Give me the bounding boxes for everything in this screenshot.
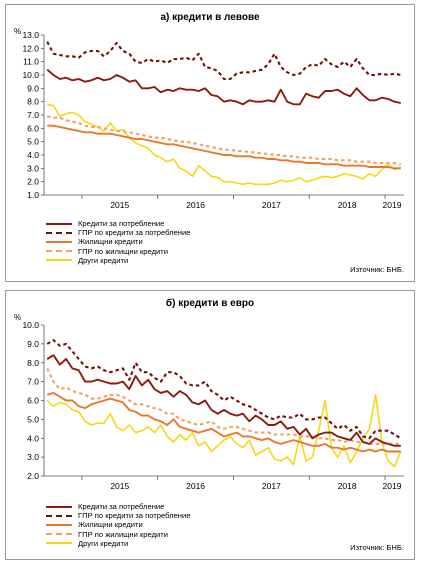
- legend: Кредити за потребление ГПР по кредити за…: [46, 219, 190, 265]
- y-tick-label: 11.0: [23, 57, 39, 67]
- legend-item-consumer: Кредити за потребление: [46, 219, 190, 228]
- y-tick-label: 4.0: [27, 150, 39, 160]
- chart-title: а) кредити в левове: [160, 12, 260, 23]
- y-tick-label: 7.0: [27, 377, 39, 387]
- series-line-other: [47, 103, 402, 186]
- legend-swatch: [46, 542, 72, 545]
- y-tick-label: 2.0: [27, 471, 39, 481]
- y-tick-label: 10.0: [22, 70, 39, 80]
- legend-swatch: [46, 505, 72, 508]
- line-chart-euro: 2.0 3.0 4.0 5.0 6.0 7.0 8.0 9.0 10.0 2015 2016 2017…: [22, 320, 404, 491]
- x-tick-label: 2016: [186, 200, 205, 210]
- y-tick-label: 13.0: [22, 30, 39, 40]
- legend-item-housing: Жилищни кредити: [46, 520, 190, 529]
- legend-label: Жилищни кредити: [78, 237, 143, 247]
- y-tick-label: 8.0: [27, 358, 39, 368]
- y-tick-label: 9.0: [27, 83, 39, 93]
- legend-swatch: [46, 524, 72, 526]
- legend-item-consumer-apr: ГПР по кредити за потребление: [46, 228, 190, 237]
- legend-swatch: [46, 250, 72, 253]
- legend-swatch: [46, 533, 72, 536]
- line-chart-leva: 1.0 2.0 3.0 4.0 5.0 6.0 7.0 8.0 9.0 10.0 11.0 12.0 1…: [22, 30, 404, 210]
- series-line-consumer-apr: [46, 339, 402, 440]
- x-tick-label: 2018: [338, 481, 357, 491]
- legend-swatch: [46, 222, 72, 225]
- legend-label: Други кредити: [78, 538, 129, 548]
- legend-item-consumer: Кредити за потребление: [46, 502, 190, 511]
- legend-label: ГПР по кредити за потребление: [78, 511, 191, 521]
- series-line-housing-apr: [46, 115, 402, 166]
- legend-label: Кредити за потребление: [78, 502, 165, 511]
- y-tick-label: 5.0: [27, 137, 39, 147]
- legend-item-other: Други кредити: [46, 539, 190, 548]
- legend-swatch: [46, 231, 72, 234]
- series-line-consumer-apr: [46, 41, 402, 81]
- chart-panel-leva: а) кредити в левове % 1.0 2.0 3.0 4.0 5.0 6.0…: [5, 4, 415, 282]
- chart-title: б) кредити в евро: [165, 298, 255, 309]
- y-tick-label: 3.0: [27, 452, 39, 462]
- legend-label: ГПР по жилищни кредити: [78, 529, 168, 539]
- y-tick-label: 10.0: [22, 320, 39, 330]
- y-tick-label: 4.0: [27, 433, 39, 443]
- series-line-other: [46, 394, 402, 468]
- series-line-housing-apr: [46, 367, 401, 445]
- y-tick-label: 9.0: [27, 339, 39, 349]
- legend-label: ГПР по жилищни кредити: [78, 246, 168, 256]
- x-tick-label: 2015: [110, 481, 129, 491]
- y-tick-label: 12.0: [22, 43, 39, 53]
- x-tick-label: 2019: [383, 200, 402, 210]
- legend-swatch: [46, 514, 72, 517]
- x-tick-label: 2017: [262, 481, 281, 491]
- source-note: Източник: БНБ.: [350, 265, 404, 274]
- y-tick-label: 7.0: [27, 110, 39, 120]
- chart-panel-euro: б) кредити в евро % 2.0 3.0 4.0 5.0 6.0 7.0 8.…: [5, 290, 415, 560]
- y-tick-label: 1.0: [27, 190, 39, 200]
- y-unit-label: %: [14, 313, 22, 322]
- legend-label: Кредити за потребление: [78, 219, 165, 228]
- legend-item-housing: Жилищни кредити: [46, 237, 190, 246]
- x-tick-label: 2019: [383, 481, 402, 491]
- legend-item-other: Други кредити: [46, 256, 190, 265]
- y-tick-label: 2.0: [27, 177, 39, 187]
- legend-swatch: [46, 241, 72, 243]
- y-tick-label: 6.0: [27, 396, 39, 406]
- y-tick-label: 3.0: [27, 163, 39, 173]
- legend-label: ГПР по кредити за потребление: [78, 228, 191, 238]
- source-note: Източник: БНБ.: [350, 543, 404, 552]
- legend-item-housing-apr: ГПР по жилищни кредити: [46, 247, 190, 256]
- legend-label: Други кредити: [78, 255, 129, 265]
- y-tick-label: 5.0: [27, 414, 39, 424]
- x-tick-label: 2018: [338, 200, 357, 210]
- x-tick-label: 2016: [186, 481, 205, 491]
- series-line-housing: [46, 391, 401, 453]
- y-tick-label: 8.0: [27, 97, 39, 107]
- y-unit-label: %: [14, 27, 22, 36]
- x-tick-label: 2015: [110, 200, 129, 210]
- series-line-housing: [47, 124, 401, 170]
- series-line-consumer: [46, 68, 401, 106]
- x-tick-label: 2017: [262, 200, 281, 210]
- legend-item-housing-apr: ГПР по жилищни кредити: [46, 530, 190, 539]
- legend: Кредити за потребление ГПР по кредити за…: [46, 502, 190, 548]
- y-tick-label: 6.0: [27, 123, 39, 133]
- series-line-consumer: [46, 354, 401, 447]
- legend-item-consumer-apr: ГПР по кредити за потребление: [46, 511, 190, 520]
- legend-label: Жилищни кредити: [78, 520, 143, 530]
- legend-swatch: [46, 259, 72, 262]
